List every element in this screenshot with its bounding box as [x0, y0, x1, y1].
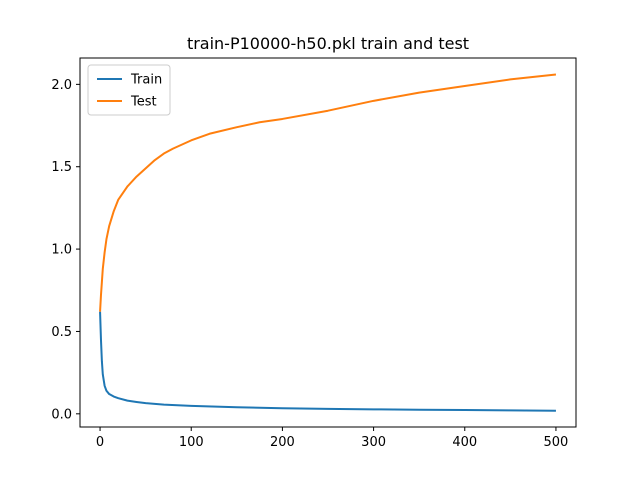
- chart-title: train-P10000-h50.pkl train and test: [187, 34, 469, 53]
- y-tick-label: 0.0: [51, 407, 72, 422]
- legend-label-test: Test: [130, 95, 157, 110]
- x-tick-label: 200: [270, 435, 295, 450]
- y-tick-label: 1.0: [51, 243, 72, 258]
- legend-box: [87, 64, 171, 116]
- x-tick-label: 500: [544, 435, 569, 450]
- plot-area: [99, 73, 557, 412]
- series-line-train: [99, 311, 556, 412]
- series-line-test: [99, 73, 557, 312]
- axes: 0 100 200 300 400 500 0.0 0.5 1.0 1.5 2.0: [51, 57, 577, 450]
- x-tick-label: 0: [96, 435, 104, 450]
- x-tick-label: 100: [179, 435, 204, 450]
- y-tick-label: 0.5: [51, 325, 72, 340]
- y-tick-label: 1.5: [51, 160, 72, 175]
- axes-frame: [79, 57, 577, 428]
- legend-label-train: Train: [130, 73, 162, 88]
- x-tick-label: 400: [452, 435, 477, 450]
- y-tick-label: 2.0: [51, 78, 72, 93]
- legend: Train Test: [87, 64, 171, 116]
- x-tick-label: 300: [361, 435, 386, 450]
